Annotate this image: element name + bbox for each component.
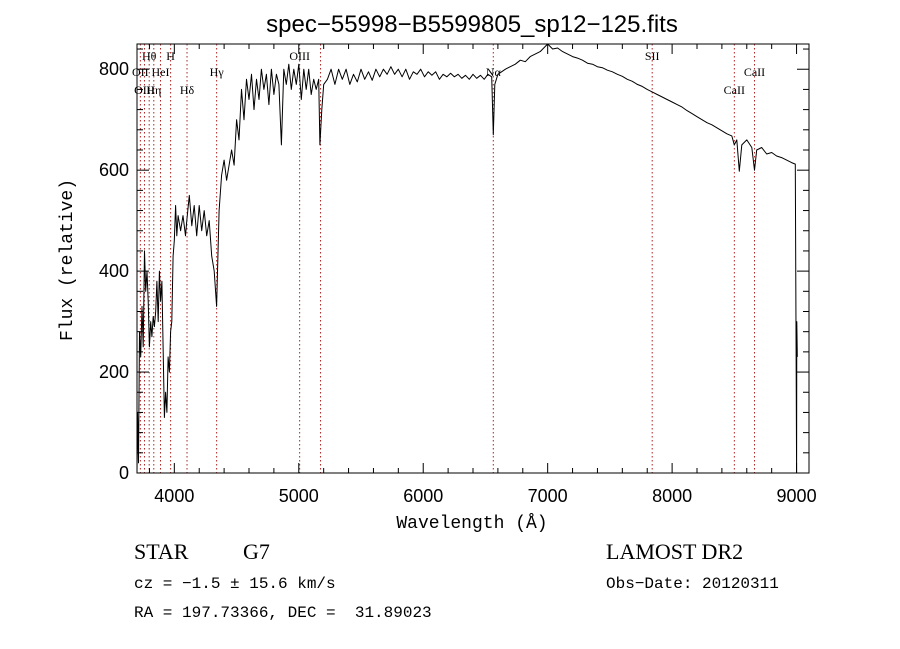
marker-label-2: OIII — [134, 83, 155, 97]
x-tick-label-9000: 9000 — [777, 486, 817, 506]
marker-label-11: SII — [645, 49, 660, 63]
marker-label-10: Nα — [486, 65, 502, 79]
marker-label-3: H — [166, 49, 175, 63]
marker-label-6: Hδ — [180, 83, 195, 97]
spectral-line-markers: Hθ OII OIII H HeI Hη Hδ Hγ OIII Nα SII CaII CaII — [132, 44, 765, 473]
marker-label-12: CaII — [744, 65, 765, 79]
y-tick-label-200: 200 — [99, 362, 129, 382]
x-tick-label-5000: 5000 — [279, 486, 319, 506]
object-subclass: G7 — [243, 539, 270, 564]
x-tick-label-7000: 7000 — [528, 486, 568, 506]
y-tick-label-600: 600 — [99, 160, 129, 180]
marker-label-0: Hθ — [142, 49, 157, 63]
marker-label-8: OIII — [289, 49, 310, 63]
x-axis-label: Wavelength (Å) — [396, 513, 547, 534]
ra-dec-coordinates: RA = 197.73366, DEC = 31.89023 — [134, 604, 432, 622]
redshift-cz: cz = −1.5 ± 15.6 km/s — [134, 575, 336, 593]
y-tick-label-400: 400 — [99, 261, 129, 281]
survey-name: LAMOST DR2 — [606, 539, 744, 564]
marker-label-7: Hγ — [210, 65, 225, 79]
x-tick-label-6000: 6000 — [403, 486, 443, 506]
spectrum-series-line — [136, 43, 798, 474]
marker-label-13: CaII — [724, 83, 745, 97]
x-tick-label-8000: 8000 — [652, 486, 692, 506]
observation-date: Obs−Date: 20120311 — [606, 575, 779, 593]
y-axis-label: Flux (relative) — [58, 179, 78, 341]
x-tick-label-4000: 4000 — [154, 486, 194, 506]
object-class: STAR — [134, 539, 189, 564]
marker-label-1: OII — [132, 65, 149, 79]
marker-label-4: HeI — [152, 65, 170, 79]
plot-frame — [136, 43, 810, 474]
chart-title: spec−55998−B5599805_sp12−125.fits — [266, 11, 678, 38]
y-tick-label-0: 0 — [119, 463, 129, 483]
y-tick-label-800: 800 — [99, 59, 129, 79]
axis-ticks: 4000 5000 6000 7000 8000 9000 0 200 400 600 800 — [99, 44, 817, 506]
marker-label-5: Hη — [146, 83, 161, 97]
